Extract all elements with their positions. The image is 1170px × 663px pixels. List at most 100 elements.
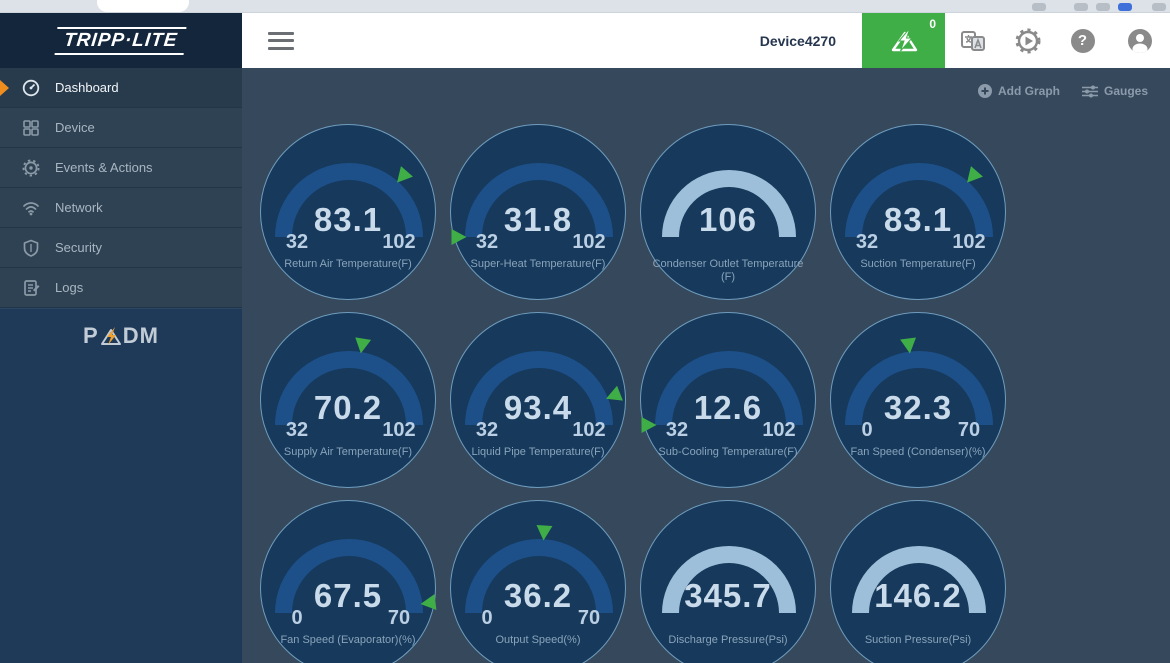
add-graph-button[interactable]: Add Graph <box>977 84 1060 98</box>
gauge-label: Condenser Outlet Temperature (F) <box>652 258 804 283</box>
gauge-value: 12.6 <box>693 389 763 426</box>
gauge-suction-temperature-f: 83.1 32 102 Suction Temperature(F) <box>830 124 1006 300</box>
gauge-sub-cooling-temperature-f: 12.6 32 102 Sub-Cooling Temperature(F) <box>640 312 816 488</box>
sidebar-item-events-actions[interactable]: Events & Actions <box>0 148 242 188</box>
gauge-min: 32 <box>855 231 879 253</box>
gauge-needle-icon <box>900 337 918 355</box>
dashboard-icon <box>22 79 40 97</box>
brand-logo: TRIPP·LITE <box>0 13 242 68</box>
gauge-min: 32 <box>285 231 309 253</box>
gauge-max: 102 <box>572 231 606 253</box>
sidebar-item-logs[interactable]: Logs <box>0 268 242 308</box>
sidebar-menu: Dashboard Device Events & Actions Network Se… <box>0 68 242 308</box>
browser-extension-icon[interactable] <box>1032 3 1046 11</box>
sidebar-item-device[interactable]: Device <box>0 108 242 148</box>
sidebar-item-network[interactable]: Network <box>0 188 242 228</box>
gauge-needle-icon <box>419 594 437 612</box>
gauge-needle-icon <box>641 417 657 433</box>
gauge-label: Supply Air Temperature(F) <box>283 446 413 458</box>
padm-logo-p: P <box>83 323 99 348</box>
sidebar-item-security[interactable]: Security <box>0 228 242 268</box>
gauge-value: 106 <box>698 201 758 238</box>
question-icon: ? <box>1070 28 1095 53</box>
sliders-icon <box>1081 85 1098 98</box>
gauge-needle-icon <box>352 337 371 355</box>
sidebar-item-dashboard[interactable]: Dashboard <box>0 68 242 108</box>
gauge-needle-icon <box>535 525 553 542</box>
gauge-fan-speed-condenser: 32.3 0 70 Fan Speed (Condenser)(%) <box>830 312 1006 488</box>
avatar-icon <box>1128 28 1152 53</box>
browser-menu-icon[interactable] <box>1152 3 1166 11</box>
brand-logo-text: TRIPP·LITE <box>54 26 188 55</box>
help-button[interactable]: ? <box>1055 13 1110 68</box>
browser-profile-icon[interactable] <box>1118 3 1132 11</box>
gauge-needle-icon <box>451 229 467 245</box>
gauge-value: 83.1 <box>883 201 953 238</box>
gauge-label: Fan Speed (Condenser)(%) <box>850 446 986 458</box>
header: TRIPP·LITE Device4270 0 <box>0 13 1170 68</box>
alarms-button[interactable]: 0 <box>862 13 945 68</box>
browser-strip <box>0 0 1170 13</box>
sidebar-footer: P DM <box>0 308 242 663</box>
sidebar-item-label: Network <box>55 200 103 215</box>
sidebar-item-label: Device <box>55 120 95 135</box>
gauge-value: 32.3 <box>883 389 953 426</box>
gauge-max: 102 <box>952 231 986 253</box>
security-icon <box>22 239 40 257</box>
gauge-value: 345.7 <box>684 577 772 614</box>
events-icon <box>22 159 40 177</box>
gauge-min: 32 <box>475 419 499 441</box>
gauge-label: Fan Speed (Evaporator)(%) <box>280 634 416 646</box>
language-button[interactable] <box>945 13 1000 68</box>
gear-play-icon <box>1015 28 1041 54</box>
sidebar-item-label: Logs <box>55 280 84 295</box>
hamburger-menu-icon[interactable] <box>268 31 294 50</box>
gauges-button[interactable]: Gauges <box>1081 84 1148 98</box>
gauge-label: Return Air Temperature(F) <box>284 258 412 270</box>
gauge-max: 70 <box>577 607 601 629</box>
gauge-output-speed: 36.2 0 70 Output Speed(%) <box>450 500 626 663</box>
gauge-return-air-temperature-f: 83.1 32 102 Return Air Temperature(F) <box>260 124 436 300</box>
network-icon <box>22 199 40 217</box>
logs-icon <box>22 279 40 297</box>
dashboard-toolbar: Add Graph Gauges <box>977 84 1148 98</box>
browser-bookmark-icon[interactable] <box>1096 3 1110 11</box>
sidebar-item-label: Dashboard <box>55 80 119 95</box>
settings-button[interactable] <box>1000 13 1055 68</box>
browser-download-icon[interactable] <box>1074 3 1088 11</box>
gauge-value: 146.2 <box>874 577 962 614</box>
gauge-min: 32 <box>285 419 309 441</box>
gauge-max: 102 <box>572 419 606 441</box>
add-graph-label: Add Graph <box>997 84 1060 98</box>
plus-circle-icon <box>977 84 992 98</box>
padm-logo: P DM <box>83 323 159 349</box>
gauge-value: 83.1 <box>313 201 383 238</box>
gauge-label: Sub-Cooling Temperature(F) <box>658 446 798 458</box>
gauge-value: 36.2 <box>503 577 573 614</box>
gauge-max: 102 <box>382 419 416 441</box>
gauge-grid: 83.1 32 102 Return Air Temperature(F) 31.8 32… <box>260 124 1006 663</box>
gauge-liquid-pipe-temperature-f: 93.4 32 102 Liquid Pipe Temperature(F) <box>450 312 626 488</box>
browser-address-pill[interactable] <box>97 0 189 12</box>
gauge-min: 0 <box>861 419 873 441</box>
gauge-label: Suction Temperature(F) <box>860 258 976 270</box>
gauge-suction-pressure-psi: 146.2 Suction Pressure(Psi) <box>830 500 1006 663</box>
account-button[interactable] <box>1110 13 1170 68</box>
gauge-min: 0 <box>291 607 303 629</box>
translate-icon <box>960 29 986 53</box>
gauge-value: 31.8 <box>503 201 573 238</box>
padm-bolt-icon <box>100 326 122 346</box>
gauge-max: 102 <box>762 419 796 441</box>
gauge-max: 70 <box>957 419 981 441</box>
gauge-max: 102 <box>382 231 416 253</box>
gauge-min: 32 <box>475 231 499 253</box>
gauges-label: Gauges <box>1103 84 1148 98</box>
dashboard-content: Add Graph Gauges 83.1 32 102 Return Air Tem… <box>242 68 1170 663</box>
device-name: Device4270 <box>759 32 836 49</box>
gauge-label: Super-Heat Temperature(F) <box>470 258 606 270</box>
gauge-condenser-outlet-temperature-f: 106 Condenser Outlet Temperature (F) <box>640 124 816 300</box>
gauge-min: 32 <box>665 419 689 441</box>
gauge-max: 70 <box>387 607 411 629</box>
alarm-bolt-icon <box>889 27 919 55</box>
sidebar-item-label: Security <box>55 240 102 255</box>
